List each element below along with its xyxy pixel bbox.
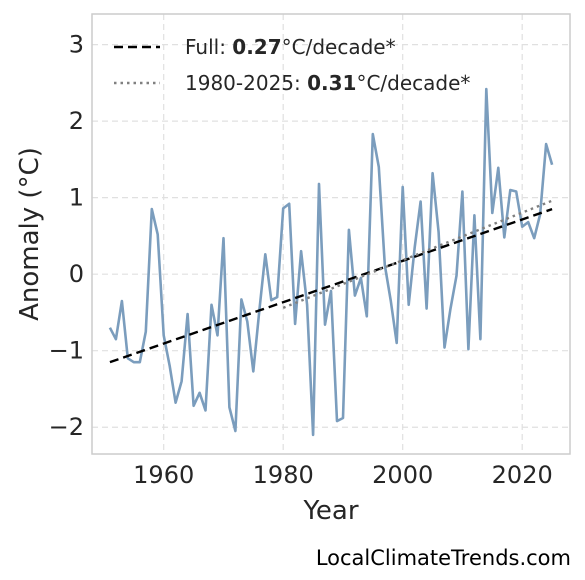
- y-axis-title: Anomaly (°C): [15, 147, 45, 321]
- grid: [92, 14, 570, 454]
- x-tick-labels: 1960 1980 2000 2020: [133, 461, 553, 489]
- trend-line-1980-2025: [282, 199, 553, 309]
- y-tick-labels: −2 −1 0 1 2 3: [49, 31, 84, 442]
- series-layer: [108, 87, 554, 437]
- x-tick-label: 2000: [372, 461, 433, 489]
- x-axis-title: Year: [302, 496, 358, 526]
- x-tick-label: 1960: [133, 461, 194, 489]
- trend-layer: [109, 199, 553, 364]
- y-tick-label: 0: [69, 260, 84, 288]
- y-tick-label: 2: [69, 107, 84, 135]
- x-tick-label: 2020: [492, 461, 553, 489]
- legend-entry: Full: 0.27°C/decade*: [185, 35, 396, 59]
- y-tick-label: −1: [49, 337, 84, 365]
- y-tick-label: 3: [69, 31, 84, 59]
- watermark-text: LocalClimateTrends.com: [315, 546, 571, 570]
- anomaly-series-line: [108, 87, 554, 437]
- y-tick-label: 1: [69, 184, 84, 212]
- trend-line-full: [109, 207, 553, 364]
- x-tick-label: 1980: [253, 461, 314, 489]
- legend: Full: 0.27°C/decade* 1980-2025: 0.31°C/de…: [114, 35, 470, 95]
- plot-frame: [91, 13, 571, 455]
- legend-entry: 1980-2025: 0.31°C/decade*: [185, 71, 470, 95]
- y-tick-label: −2: [49, 413, 84, 441]
